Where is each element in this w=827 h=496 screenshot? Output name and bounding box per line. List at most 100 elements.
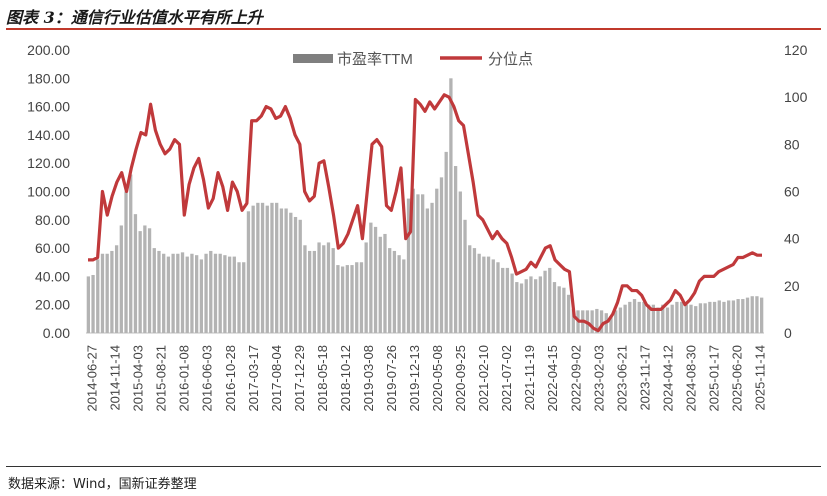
pe-bar: [129, 174, 133, 333]
pe-bar: [293, 216, 298, 333]
left-axis-tick-label: 60.00: [35, 240, 70, 256]
left-axis-tick-label: 40.00: [35, 268, 70, 284]
pe-bar: [538, 276, 543, 333]
pe-bar: [223, 255, 227, 333]
footer-rule: [6, 466, 821, 467]
pe-bar: [491, 259, 495, 333]
pe-bar: [114, 245, 119, 333]
x-axis-tick-label: 2015-04-03: [131, 345, 146, 412]
pe-bar: [552, 282, 557, 333]
pe-bar: [289, 212, 293, 333]
pe-bar: [745, 297, 750, 334]
x-axis-tick-label: 2017-03-17: [246, 345, 261, 412]
pe-bar: [166, 256, 171, 333]
left-axis-tick-label: 200.00: [27, 42, 70, 58]
pe-bar: [501, 267, 505, 333]
pe-bar: [628, 301, 632, 333]
x-axis-tick-label: 2019-03-08: [361, 345, 376, 412]
pe-bar: [439, 177, 444, 333]
pe-bar: [345, 265, 349, 333]
pe-bar: [340, 266, 345, 333]
pe-bar: [260, 202, 265, 333]
pe-bar: [204, 253, 208, 333]
left-axis-tick-label: 20.00: [35, 297, 70, 313]
pe-bar: [562, 287, 566, 333]
pe-bar: [609, 316, 613, 333]
x-axis-tick-label: 2023-11-17: [637, 345, 652, 411]
left-axis-tick-label: 0.00: [43, 325, 70, 341]
pe-bar: [670, 304, 674, 333]
pe-bar: [712, 301, 717, 333]
pe-bar: [171, 253, 175, 333]
pe-bar: [510, 273, 514, 333]
left-axis-tick-label: 100.00: [27, 184, 70, 200]
pe-bar: [190, 253, 194, 333]
pe-bar: [232, 256, 236, 333]
pe-bar: [679, 301, 684, 333]
pe-bar: [656, 307, 660, 333]
right-axis-tick-label: 120: [784, 42, 808, 58]
pe-bar: [312, 250, 317, 333]
x-axis-tick-label: 2016-06-03: [200, 345, 215, 412]
pe-bar: [336, 265, 340, 333]
title-rule: [6, 28, 821, 30]
pe-bar: [595, 308, 599, 333]
pe-bar: [359, 262, 364, 333]
pe-bar: [647, 304, 651, 333]
pe-bar: [698, 303, 703, 333]
x-axis-tick-label: 2023-06-21: [614, 345, 629, 412]
pe-bar: [256, 202, 260, 333]
legend: 市盈率TTM 分位点: [293, 51, 533, 68]
pe-bar: [218, 253, 222, 333]
pe-bar: [180, 252, 185, 333]
right-axis-tick-label: 40: [784, 231, 800, 247]
pe-bar: [722, 301, 726, 333]
pe-bar: [270, 202, 274, 333]
pe-bar: [119, 225, 123, 333]
pe-bar: [515, 282, 519, 333]
pe-bar: [684, 304, 688, 333]
pe-bar: [463, 219, 467, 333]
x-axis-tick-label: 2020-09-25: [453, 345, 468, 412]
pe-bar: [689, 304, 693, 333]
pe-bar: [453, 166, 458, 333]
right-axis-tick-label: 60: [784, 184, 800, 200]
pe-bar: [599, 310, 604, 333]
pe-bar: [279, 208, 284, 333]
pe-bar: [618, 307, 623, 333]
line-series-percentile: [88, 93, 762, 333]
pe-bar: [298, 219, 302, 333]
pe-bar: [472, 248, 477, 333]
right-axis-tick-label: 80: [784, 136, 800, 152]
pe-bar: [147, 228, 152, 333]
x-axis-tick-label: 2019-12-13: [407, 345, 422, 412]
pe-bar: [675, 301, 679, 333]
pe-bar: [242, 262, 246, 333]
right-axis-tick-label: 0: [784, 325, 792, 341]
pe-bar: [284, 208, 288, 333]
pe-bar: [364, 242, 368, 333]
pe-bar: [566, 294, 571, 333]
valuation-chart: 0.00 20.00 40.00 60.00 80.00 100.00 120.00 140.…: [27, 42, 808, 412]
pe-bar: [665, 307, 670, 333]
pe-bar: [397, 255, 401, 333]
pe-bar: [421, 194, 425, 333]
pe-bar: [736, 299, 740, 333]
pe-bar: [548, 267, 552, 333]
pe-bar: [505, 267, 510, 333]
right-axis-tick-label: 20: [784, 278, 800, 294]
pe-bar: [444, 151, 448, 333]
pe-bar: [750, 296, 754, 333]
pe-bar: [717, 300, 721, 333]
pe-bar: [468, 245, 472, 333]
pe-bar: [227, 256, 232, 333]
pe-bar: [519, 283, 524, 333]
pe-bar: [614, 310, 618, 333]
pe-bar: [388, 248, 392, 333]
pe-bar: [425, 208, 430, 333]
pe-bar: [529, 276, 533, 333]
pe-bar: [322, 245, 326, 333]
pe-bar: [406, 198, 411, 333]
pe-bar: [703, 303, 707, 333]
pe-bar: [571, 308, 575, 333]
